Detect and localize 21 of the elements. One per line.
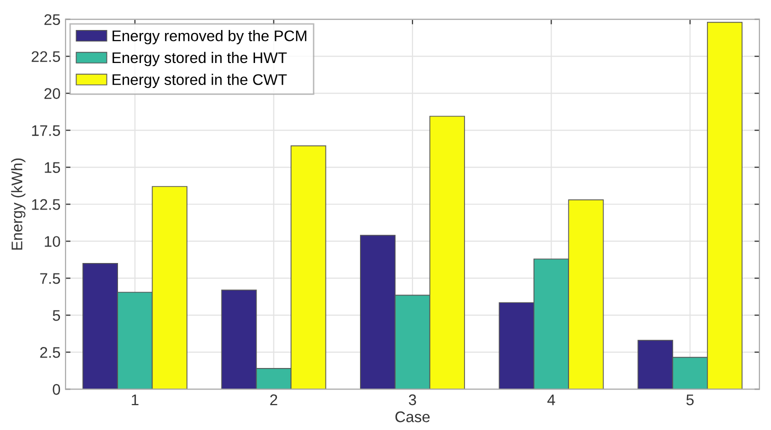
y-tick-label: 10 <box>44 236 60 247</box>
y-tick-label: 2.5 <box>40 347 60 358</box>
legend-label: Energy removed by the PCM <box>112 30 306 44</box>
y-tick-label: 7.5 <box>40 273 60 284</box>
y-tick-label: 0 <box>52 384 60 395</box>
x-tick-label: 3 <box>408 394 416 406</box>
y-tick-label: 5 <box>52 310 60 321</box>
y-tick-label: 12.5 <box>32 199 60 210</box>
x-tick-label: 4 <box>547 394 556 406</box>
y-tick-label: 22.5 <box>32 51 60 62</box>
x-tick-label: 2 <box>270 394 278 406</box>
y-tick-label: 17.5 <box>32 125 60 136</box>
legend-label: Energy stored in the CWT <box>112 74 287 88</box>
y-tick-label: 20 <box>44 88 60 99</box>
x-tick-label: 1 <box>132 394 138 406</box>
x-tick-label: 5 <box>686 394 694 406</box>
y-tick-label: 15 <box>44 162 60 173</box>
x-axis-title: Case <box>395 411 430 422</box>
y-axis-title: Energy (kWh) <box>11 158 26 250</box>
legend-label: Energy stored in the HWT <box>112 52 287 66</box>
y-tick-label: 25 <box>44 14 60 26</box>
